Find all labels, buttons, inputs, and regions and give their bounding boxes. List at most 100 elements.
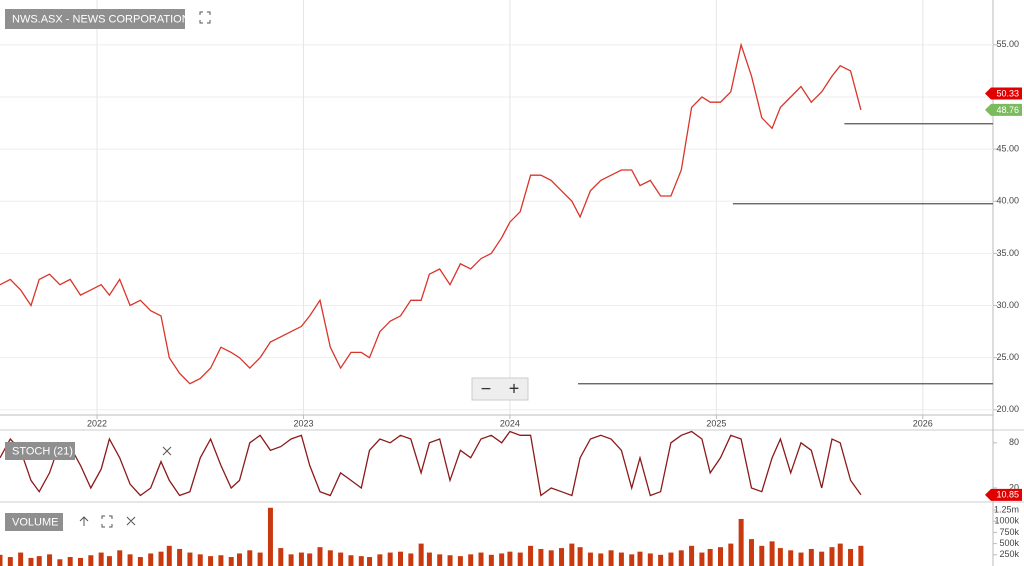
volume-bar [499, 553, 505, 566]
volume-bar [647, 553, 653, 566]
volume-bar [278, 548, 284, 566]
volume-bar [348, 555, 354, 566]
price-tag-label: 48.76 [996, 105, 1019, 115]
volume-bar [47, 554, 53, 566]
volume-bar [689, 545, 695, 566]
volume-bar [629, 554, 635, 566]
y-tick-label: 20 [1009, 482, 1019, 492]
volume-bar [699, 552, 705, 566]
volume-bar [598, 553, 604, 566]
volume-bar [166, 545, 172, 566]
volume-bar [748, 539, 754, 566]
y-tick-label: 1.25m [994, 504, 1019, 514]
volume-bar [488, 554, 494, 566]
volume-chip[interactable] [5, 513, 63, 531]
volume-bar [307, 553, 313, 566]
volume-bar [858, 545, 864, 566]
volume-bar [728, 543, 734, 566]
stoch-icons[interactable] [162, 446, 172, 456]
volume-bar [717, 547, 723, 566]
volume-bar [528, 545, 534, 566]
volume-bar [158, 551, 164, 566]
volume-bar [769, 541, 775, 566]
volume-bar [577, 547, 583, 566]
volume-bar [0, 554, 3, 566]
volume-bar [437, 554, 443, 566]
volume-bar [98, 552, 104, 566]
y-tick-label: 40.00 [996, 196, 1019, 206]
price-tag [985, 87, 1022, 100]
x-tick-label: 2025 [706, 418, 726, 428]
volume-bar [668, 552, 674, 566]
volume-bar [738, 518, 744, 566]
chart-title: NWS.ASX - NEWS CORPORATION.. [12, 13, 196, 25]
volume-bar [418, 543, 424, 566]
volume-bar [408, 553, 414, 566]
y-tick-label: 500k [999, 538, 1019, 548]
title-chip[interactable] [5, 9, 185, 29]
volume-bar [28, 557, 34, 566]
volume-bar [398, 551, 404, 566]
volume-bar [637, 551, 643, 566]
volume-bar [707, 548, 713, 566]
volume-icons[interactable] [79, 515, 136, 528]
volume-bar [798, 552, 804, 566]
volume-bar [218, 555, 224, 566]
volume-title: VOLUME [12, 516, 58, 528]
volume-bar [247, 550, 253, 566]
volume-bar [377, 554, 383, 566]
stoch-title: STOCH (21) [12, 445, 73, 457]
volume-bar [538, 548, 544, 566]
volume-bar [67, 557, 73, 566]
y-tick-label: 25.00 [996, 352, 1019, 362]
volume-bar [447, 555, 453, 566]
volume-bar [837, 543, 843, 566]
volume-bar [367, 557, 373, 566]
volume-bar [517, 552, 523, 566]
volume-bar [468, 554, 474, 566]
volume-bar [208, 556, 214, 566]
y-tick-label: 30.00 [996, 300, 1019, 310]
y-tick-label: 55.00 [996, 39, 1019, 49]
volume-bar [236, 553, 242, 566]
volume-bar [819, 551, 825, 566]
volume-bar [327, 550, 333, 566]
volume-bar [177, 548, 183, 566]
stoch-chip[interactable] [5, 442, 75, 460]
x-tick-label: 2026 [913, 418, 933, 428]
x-tick-label: 2024 [500, 418, 520, 428]
x-tick-label: 2022 [87, 418, 107, 428]
volume-bar [267, 507, 273, 566]
volume-bar [759, 545, 765, 566]
series-line [0, 430, 862, 497]
volume-bar [18, 552, 24, 566]
volume-bar [7, 557, 13, 566]
volume-bar [137, 557, 143, 566]
volume-bar [36, 556, 42, 566]
zoom-out[interactable]: − [481, 378, 492, 398]
volume-bar [618, 552, 624, 566]
volume-bar [829, 547, 835, 566]
volume-bar [569, 543, 575, 566]
y-tick-label: 250k [999, 549, 1019, 559]
y-tick-label: 80 [1009, 437, 1019, 447]
price-tag-label: 50.33 [996, 88, 1019, 98]
volume-bar [228, 557, 234, 566]
zoom-in[interactable]: + [509, 378, 520, 398]
expand-icon[interactable] [199, 11, 211, 24]
volume-bar [808, 548, 814, 566]
volume-bar [88, 555, 94, 566]
volume-bar [848, 548, 854, 566]
volume-bar [127, 554, 133, 566]
volume-bar [338, 552, 344, 566]
volume-bar [117, 550, 123, 566]
volume-bar [187, 552, 193, 566]
price-tag [985, 103, 1022, 116]
y-tick-label: 750k [999, 527, 1019, 537]
volume-bar [197, 554, 203, 566]
volume-bar [548, 550, 554, 566]
y-tick-label: 35.00 [996, 248, 1019, 258]
